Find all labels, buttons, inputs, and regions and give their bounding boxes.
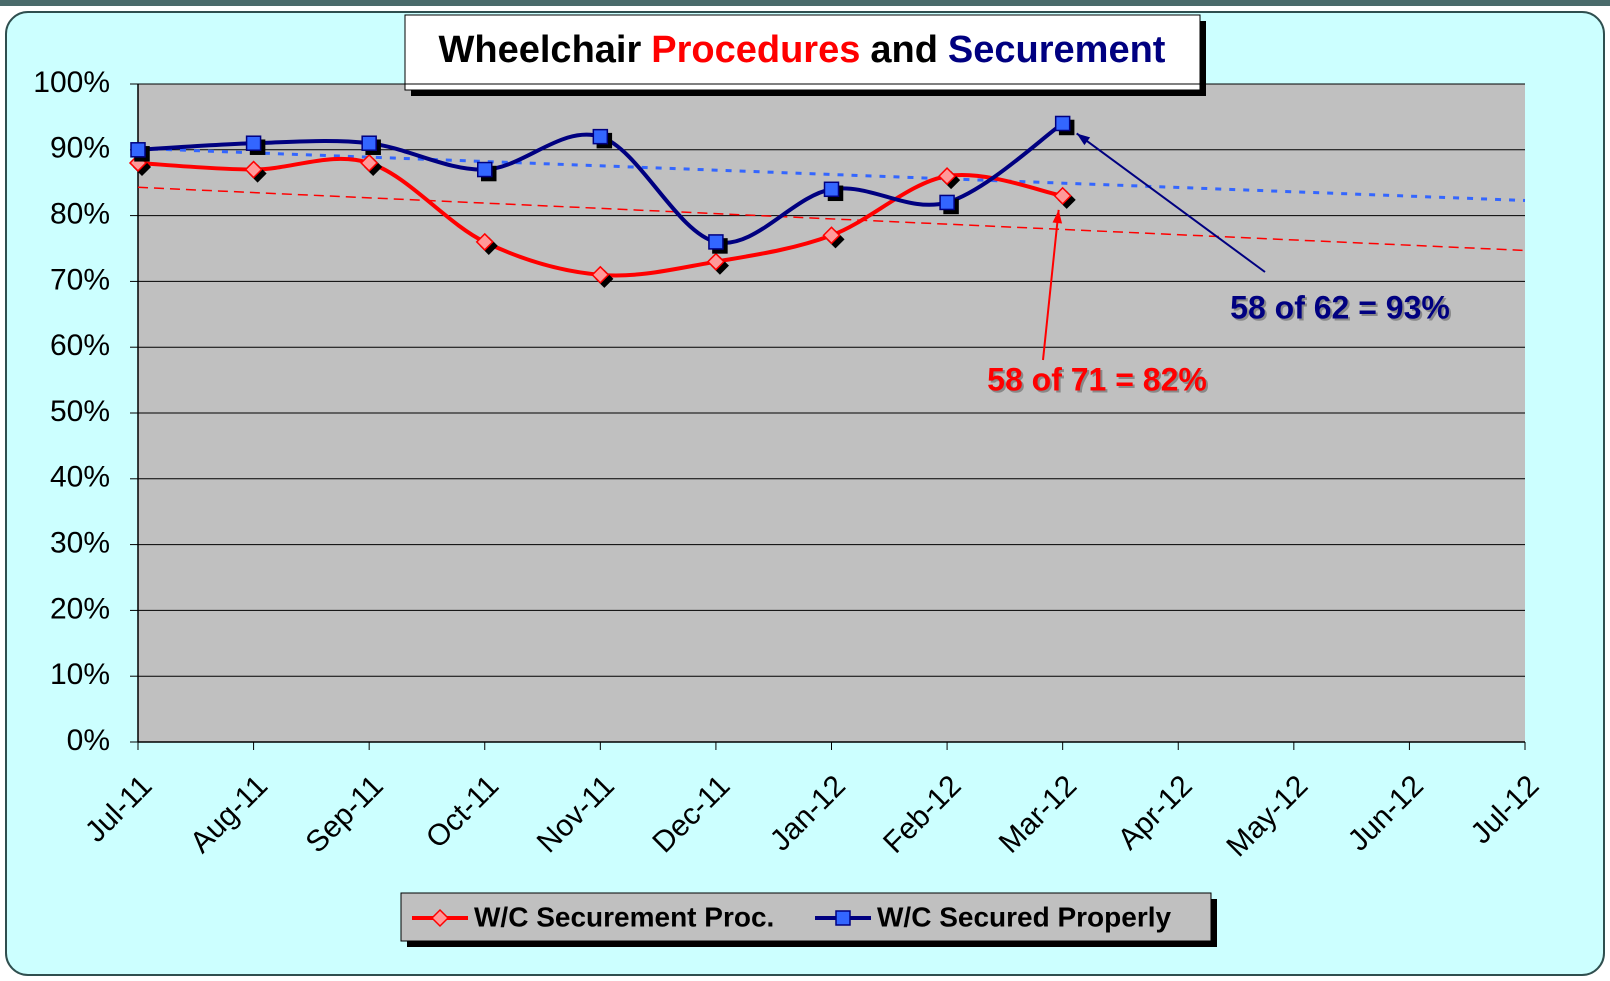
annotation-arrowhead [1076,133,1091,146]
trendline [137,186,1526,252]
marker [475,232,494,251]
legend-marker [430,908,450,928]
marker [939,194,955,211]
chart-title: Wheelchair Procedures and Securement [439,29,1166,71]
marker [361,135,377,151]
annotation-shadow: 58 of 71 = 82% [989,363,1209,399]
title-part: Securement [948,29,1166,71]
marker [360,153,379,173]
marker [938,167,957,186]
y-tick-label: 0% [67,724,110,757]
title-box [404,14,1201,91]
marker [592,128,609,145]
marker [130,142,146,158]
marker [708,234,724,250]
y-tick-label: 50% [50,395,110,428]
annotation-arrow [1076,132,1266,273]
marker [1054,115,1071,132]
legend-label: W/C Securement Proc. [474,901,774,932]
annotation: 58 of 71 = 82% [987,361,1207,397]
y-tick-label: 20% [50,592,110,625]
annotation-arrow [1042,209,1060,361]
marker [706,252,725,271]
marker [245,135,262,151]
marker [823,181,840,198]
marker [244,160,263,179]
legend-box [400,892,1212,942]
y-tick-label: 70% [50,263,110,296]
y-tick-label: 80% [50,198,110,231]
y-tick-label: 10% [50,658,110,691]
marker [591,265,610,284]
marker [477,161,493,178]
y-tick-label: 30% [50,527,110,560]
y-tick-label: 100% [33,66,110,99]
marker [1053,186,1072,205]
annotation-shadow: 58 of 62 = 93% [1232,291,1452,327]
title-part: and [870,29,938,71]
top-border [0,0,1610,6]
y-tick-label: 40% [50,461,110,494]
title-part: Wheelchair [439,29,642,71]
marker [822,226,841,245]
annotation-arrowhead [1052,209,1063,224]
annotation: 58 of 62 = 93% [1230,289,1450,325]
series-line [137,121,1064,245]
y-tick-label: 60% [50,329,110,362]
y-tick-label: 90% [50,132,110,165]
title-part: Procedures [651,29,860,71]
legend-label: W/C Secured Properly [877,901,1172,932]
legend-marker [835,910,851,926]
